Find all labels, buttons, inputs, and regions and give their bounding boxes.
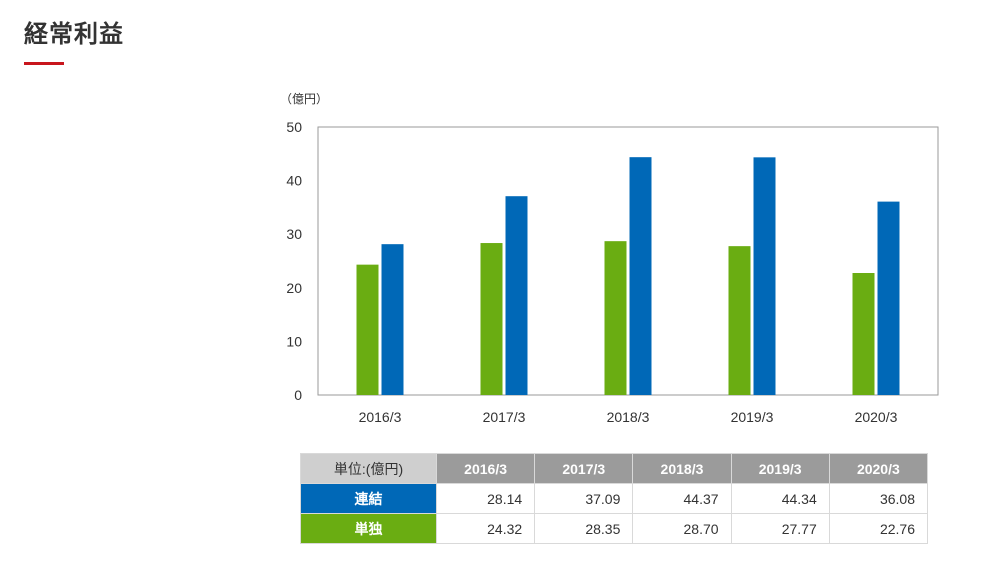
y-tick-label: 50 [286, 119, 302, 135]
bar-consolidated [629, 157, 652, 395]
table-cell: 36.08 [828, 483, 929, 514]
y-tick-label: 30 [286, 226, 302, 242]
table-unit-header: 単位:(億円) [300, 453, 437, 484]
bar-standalone [852, 273, 875, 395]
table-year-header: 2018/3 [632, 453, 732, 484]
row-label-standalone: 単独 [300, 513, 437, 544]
plot-frame [317, 126, 939, 396]
row-label-consolidated: 連結 [300, 483, 437, 514]
table-header-row: 単位:(億円) 2016/3 2017/3 2018/3 2019/3 2020… [300, 453, 929, 484]
y-tick-label: 10 [286, 333, 302, 349]
bar-consolidated [753, 157, 776, 395]
bar-consolidated [381, 244, 404, 395]
table-cell: 28.35 [534, 513, 634, 544]
table-cell: 28.14 [435, 483, 536, 514]
table-row-standalone: 単独 24.32 28.35 28.70 27.77 22.76 [300, 513, 929, 544]
y-tick-label: 0 [294, 387, 302, 403]
x-tick-label: 2016/3 [359, 409, 402, 425]
page-title: 経常利益 [24, 21, 124, 48]
table-cell: 37.09 [534, 483, 634, 514]
table-cell: 27.77 [730, 513, 830, 544]
table-year-header: 2020/3 [828, 453, 929, 484]
bar-standalone [604, 241, 627, 395]
table-cell: 44.37 [632, 483, 732, 514]
x-tick-label: 2017/3 [483, 409, 526, 425]
bar-consolidated [505, 196, 528, 395]
bar-standalone [480, 243, 503, 395]
bar-chart: 0 10 20 30 40 50 2016/3 2017/3 2018/3 2019/3 2020/… [286, 119, 939, 425]
y-tick-label: 20 [286, 280, 302, 296]
x-tick-label: 2018/3 [607, 409, 650, 425]
bar-standalone [356, 264, 379, 395]
table-cell: 24.32 [435, 513, 536, 544]
title-underline [24, 62, 64, 65]
bar-standalone [728, 246, 751, 395]
table-row-consolidated: 連結 28.14 37.09 44.37 44.34 36.08 [300, 483, 929, 514]
table-cell: 22.76 [828, 513, 929, 544]
chart-unit-label: （億円） [280, 92, 329, 106]
x-tick-label: 2020/3 [855, 409, 898, 425]
table-year-header: 2016/3 [435, 453, 536, 484]
table-cell: 44.34 [730, 483, 830, 514]
y-tick-label: 40 [286, 173, 302, 189]
bar-consolidated [877, 201, 900, 395]
table-year-header: 2017/3 [534, 453, 634, 484]
data-table: 単位:(億円) 2016/3 2017/3 2018/3 2019/3 2020… [300, 453, 929, 544]
table-cell: 28.70 [632, 513, 732, 544]
table-year-header: 2019/3 [730, 453, 830, 484]
x-tick-label: 2019/3 [731, 409, 774, 425]
